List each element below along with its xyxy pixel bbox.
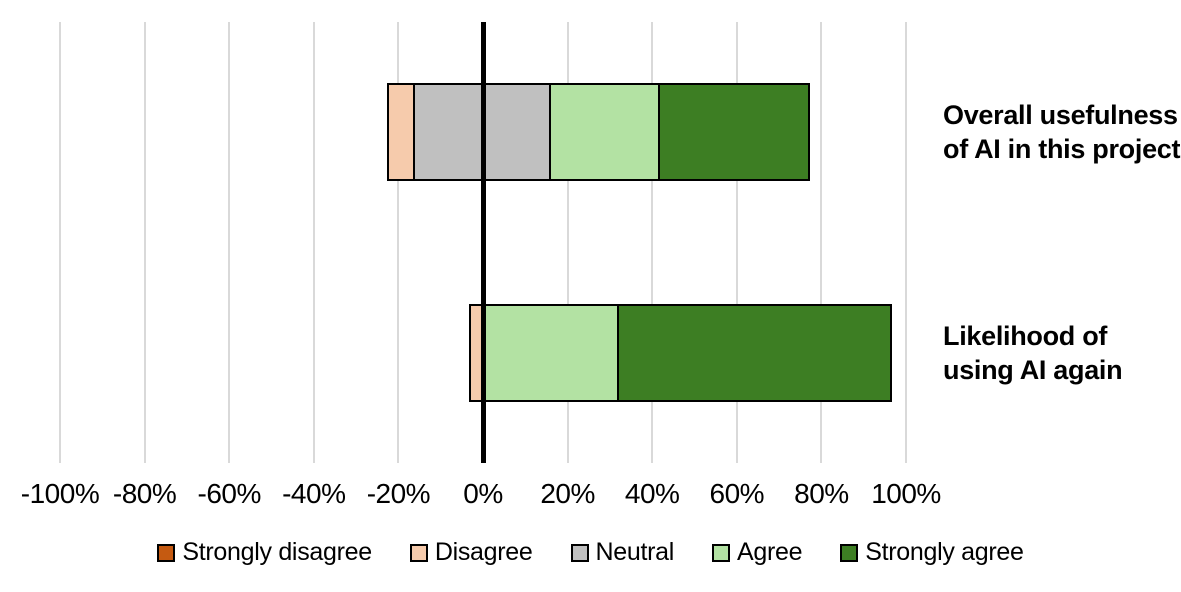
bar-segment <box>617 304 893 402</box>
x-tick-label: 80% <box>794 478 849 509</box>
bar-segment <box>549 83 661 181</box>
legend-item: Disagree <box>409 538 533 567</box>
category-label-line: Overall usefulness <box>943 100 1178 130</box>
x-tick-label: -60% <box>197 478 262 509</box>
legend-label: Strongly disagree <box>182 538 372 566</box>
x-gridline <box>143 22 146 463</box>
x-gridline <box>312 22 315 463</box>
x-tick-label: 40% <box>624 478 680 509</box>
legend-swatch <box>157 543 176 562</box>
x-tick-label: -20% <box>366 478 431 509</box>
category-label-line: using AI again <box>943 355 1123 385</box>
x-gridline <box>651 22 654 463</box>
x-gridline <box>905 22 907 463</box>
legend-swatch <box>712 543 730 562</box>
x-tick-label: 60% <box>709 478 765 509</box>
legend-label: Neutral <box>595 538 675 566</box>
x-gridline <box>59 22 61 463</box>
legend-item: Strongly agree <box>840 538 1024 567</box>
legend-item: Strongly disagree <box>157 538 372 567</box>
x-tick-label: -40% <box>282 478 346 509</box>
zero-axis-line <box>480 22 486 463</box>
legend-swatch <box>570 543 589 562</box>
legend-swatch <box>840 543 859 562</box>
legend-item: Neutral <box>570 538 675 567</box>
bar-segment <box>481 304 620 402</box>
bar-segment <box>387 83 415 181</box>
x-tick-label: 100% <box>871 478 941 509</box>
legend-label: Agree <box>737 538 803 566</box>
bar-segment <box>658 83 811 181</box>
x-gridline <box>397 22 400 463</box>
x-tick-label: 20% <box>540 478 595 509</box>
x-tick-label: -100% <box>20 478 100 509</box>
x-gridline <box>228 22 231 463</box>
category-label: Likelihood of using AI again <box>943 319 1181 387</box>
legend-label: Disagree <box>434 538 533 566</box>
x-gridline <box>820 22 823 463</box>
legend-item: Agree <box>712 538 803 567</box>
chart-legend: Strongly disagree Disagree Neutral Agree Str… <box>0 538 1181 567</box>
category-label: Overall usefulness of AI in this project <box>943 98 1181 166</box>
x-tick-label: -80% <box>112 478 177 509</box>
category-label-line: Likelihood of <box>943 321 1108 351</box>
x-gridline <box>735 22 738 463</box>
x-tick-label: 0% <box>463 478 503 509</box>
category-label-line: of AI in this project <box>943 134 1181 164</box>
x-gridline <box>566 22 569 463</box>
legend-swatch <box>409 543 428 562</box>
legend-label: Strongly agree <box>865 538 1024 566</box>
